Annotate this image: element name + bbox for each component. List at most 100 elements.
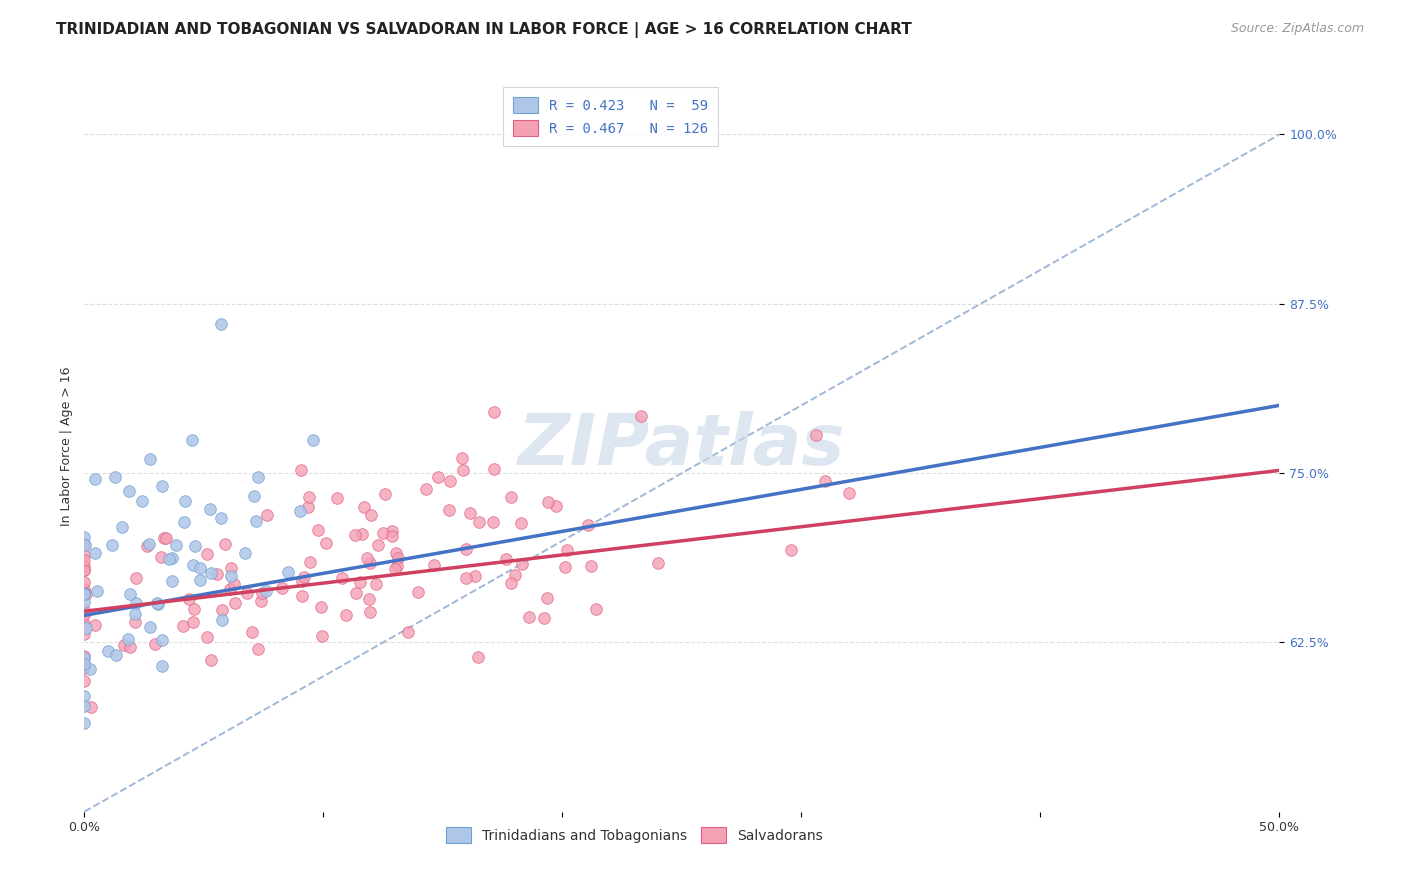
Point (252, 586, 274, 600)
Point (453, 463, 475, 477)
Point (73, 657, 96, 671)
Point (387, 550, 409, 565)
Point (495, 552, 517, 566)
Point (499, 490, 522, 504)
Point (311, 629, 333, 643)
Legend: Trinidadians and Tobagonians, Salvadorans: Trinidadians and Tobagonians, Salvadoran… (440, 822, 828, 848)
Point (804, 428, 827, 442)
Point (555, 542, 578, 557)
Point (165, 537, 187, 551)
Point (292, 570, 315, 584)
Point (73, 661, 96, 675)
Point (510, 516, 533, 530)
Point (149, 549, 172, 564)
Point (326, 491, 349, 506)
Point (73, 690, 96, 704)
Point (181, 433, 204, 447)
Point (242, 489, 264, 503)
Point (124, 607, 146, 621)
Point (814, 474, 837, 488)
Point (183, 601, 205, 615)
Point (73, 563, 96, 577)
Point (214, 537, 236, 551)
Point (630, 409, 652, 424)
Point (84, 472, 107, 486)
Point (371, 525, 394, 540)
Point (456, 571, 478, 585)
Point (298, 555, 321, 569)
Point (219, 569, 242, 583)
Point (240, 625, 263, 640)
Point (86, 584, 108, 599)
Point (224, 596, 246, 610)
Point (302, 433, 325, 447)
Point (439, 474, 461, 488)
Point (367, 538, 389, 552)
Y-axis label: In Labor Force | Age > 16: In Labor Force | Age > 16 (60, 367, 73, 525)
Point (195, 630, 218, 644)
Point (458, 506, 481, 520)
Point (131, 494, 153, 508)
Point (83, 546, 105, 560)
Point (349, 574, 371, 589)
Point (195, 547, 218, 561)
Point (517, 609, 540, 624)
Point (353, 500, 375, 514)
Point (406, 584, 429, 599)
Point (233, 546, 256, 560)
Point (73, 530, 96, 544)
Point (350, 526, 373, 541)
Point (585, 602, 607, 616)
Point (219, 561, 242, 575)
Point (290, 504, 312, 518)
Point (177, 592, 200, 607)
Point (188, 574, 211, 588)
Text: ZIPatlas: ZIPatlas (519, 411, 845, 481)
Point (188, 561, 211, 575)
Point (160, 574, 183, 588)
Point (256, 508, 278, 522)
Point (247, 469, 270, 483)
Point (73, 698, 96, 713)
Point (484, 405, 506, 419)
Point (104, 648, 127, 663)
Point (172, 619, 194, 633)
Point (73, 594, 96, 608)
Point (73, 538, 96, 552)
Point (581, 559, 603, 574)
Point (124, 615, 146, 630)
Point (181, 615, 204, 629)
Point (359, 556, 381, 570)
Point (145, 637, 167, 651)
Point (73, 656, 96, 670)
Point (73, 538, 96, 552)
Point (356, 550, 378, 565)
Point (481, 516, 503, 530)
Point (73, 674, 96, 689)
Point (139, 620, 162, 634)
Point (173, 515, 195, 529)
Point (298, 490, 321, 504)
Text: TRINIDADIAN AND TOBAGONIAN VS SALVADORAN IN LABOR FORCE | AGE > 16 CORRELATION C: TRINIDADIAN AND TOBAGONIAN VS SALVADORAN… (56, 22, 912, 38)
Point (200, 652, 222, 666)
Point (374, 487, 396, 501)
Point (181, 558, 204, 572)
Point (73, 607, 96, 622)
Point (73, 586, 96, 600)
Point (290, 463, 312, 477)
Point (183, 539, 205, 553)
Point (209, 317, 232, 331)
Point (344, 586, 367, 600)
Point (146, 596, 169, 610)
Point (205, 566, 228, 581)
Point (211, 613, 233, 627)
Point (222, 577, 245, 591)
Point (427, 470, 450, 484)
Point (146, 597, 169, 611)
Point (315, 536, 337, 550)
Point (75, 587, 97, 601)
Point (381, 524, 404, 538)
Point (578, 518, 600, 533)
Point (277, 565, 299, 579)
Point (150, 479, 173, 493)
